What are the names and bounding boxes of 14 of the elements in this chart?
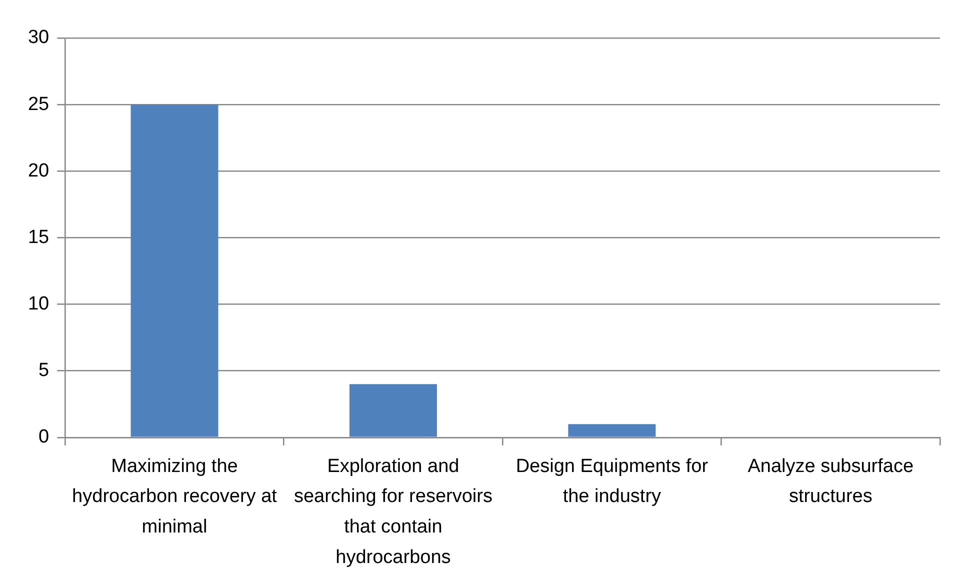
x-tick-label: Design Equipments for the industry [516,456,709,508]
y-tick-label: 20 [28,160,50,182]
y-tick-label: 5 [38,360,50,382]
y-tick-label: 15 [28,226,50,248]
bar [349,384,437,437]
x-tick-label: Maximizing the hydrocarbon recovery at minimal [72,456,278,538]
y-tick-label: 25 [28,94,50,115]
bar [130,104,218,437]
y-tick-label: 10 [28,294,50,314]
x-tick-label: Analyze subsurface structures [748,456,914,508]
y-tick-label: 0 [38,426,50,448]
x-tick-label: Exploration and searching for reservoirs that contain hydrocarbons [294,456,492,568]
bar [568,424,656,437]
y-tick-label: 30 [28,27,50,48]
